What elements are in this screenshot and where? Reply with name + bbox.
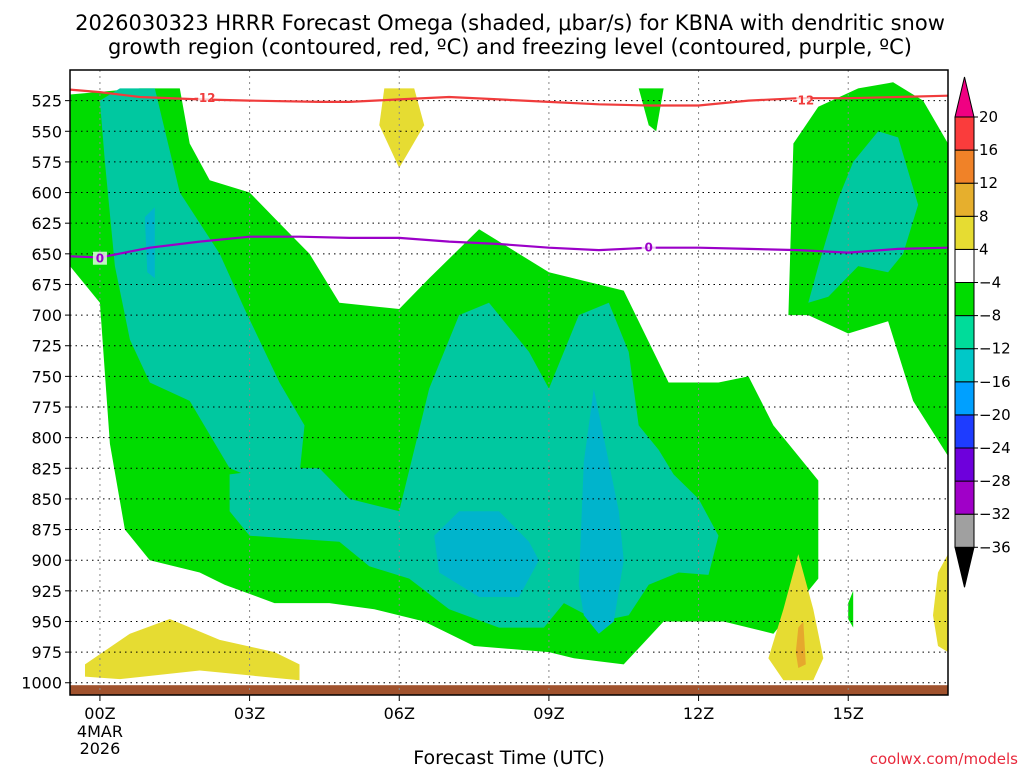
y-tick-label: 975 [31, 643, 62, 662]
y-tick-label: 700 [31, 306, 62, 325]
colorbar-segment [954, 381, 975, 416]
y-tick-label: 1000 [21, 674, 62, 693]
colorbar-label: −28 [979, 472, 1011, 490]
omega-region-8 [578, 388, 624, 634]
x-tick-label: 12Z [683, 704, 714, 723]
contour-label-bg [796, 93, 811, 107]
contour-label-bg [92, 251, 107, 265]
y-tick-label: 525 [31, 92, 62, 111]
omega-region-11 [768, 554, 824, 681]
x-tick-label: 15Z [833, 704, 864, 723]
omega-region-6 [144, 207, 155, 279]
y-tick-label: 950 [31, 612, 62, 631]
contour-label: 0 [645, 241, 653, 255]
y-tick-label: 800 [31, 429, 62, 448]
colorbar-label: −8 [979, 307, 1001, 325]
x-axis: 00Z 03Z 06Z 09Z 12Z 15Z [84, 695, 864, 723]
colorbar-segment [954, 282, 975, 317]
y-tick-label: 850 [31, 490, 62, 509]
contour-label: -12 [792, 94, 814, 108]
colorbar-label: 12 [979, 174, 998, 192]
contour-label: -12 [194, 91, 216, 105]
colorbar-label: 16 [979, 141, 998, 159]
x-tick-label: 00Z [84, 704, 115, 723]
grid [70, 70, 948, 695]
y-tick-label: 625 [31, 214, 62, 233]
contour-label-bg [641, 240, 656, 254]
date-year-label: 2026 [80, 739, 121, 758]
plot-area: -12 -12 0 0 [69, 69, 949, 696]
surface-band [70, 685, 948, 695]
omega-region-5 [808, 131, 919, 303]
colorbar-segment [954, 149, 975, 184]
colorbar-segment [954, 215, 975, 250]
colorbar-label: −36 [979, 538, 1011, 556]
colorbar-segment [954, 116, 975, 151]
plot-frame [69, 69, 949, 696]
title: 2026030323 HRRR Forecast Omega (shaded, … [75, 11, 945, 59]
y-tick-label: 750 [31, 367, 62, 386]
y-tick-label: 900 [31, 551, 62, 570]
colorbar-segment [954, 348, 975, 383]
y-axis: 525 550 575 600 625 650 675 700 725 750 775 800 825 8… [21, 92, 70, 693]
title-line-1: 2026030323 HRRR Forecast Omega (shaded, … [75, 11, 945, 35]
omega-region-10 [85, 619, 300, 681]
contours: -12 -12 0 0 [70, 88, 948, 266]
colorbar-label: −32 [979, 505, 1011, 523]
y-tick-label: 725 [31, 337, 62, 356]
y-tick-label: 775 [31, 398, 62, 417]
colorbar-segment [954, 480, 975, 515]
contour-line-1 [70, 235, 948, 259]
y-tick-label: 550 [31, 122, 62, 141]
y-tick-label: 600 [31, 184, 62, 203]
colorbar-label: 8 [979, 207, 989, 225]
y-tick-label: 925 [31, 582, 62, 601]
colorbar-top-arrow [954, 76, 975, 118]
colorbar-segment [954, 447, 975, 482]
colorbar-label: 20 [979, 108, 998, 126]
contour-label-bg [197, 91, 212, 105]
colorbar-label: −16 [979, 373, 1011, 391]
colorbar-label: 4 [979, 240, 989, 258]
y-tick-label: 825 [31, 459, 62, 478]
x-date: 4MAR 2026 [77, 722, 123, 758]
omega-region-2 [638, 88, 664, 132]
x-tick-label: 03Z [234, 704, 265, 723]
omega-region-14 [848, 590, 854, 628]
omega-region-7 [434, 511, 539, 597]
colorbar-label: −24 [979, 439, 1011, 457]
y-tick-label: 650 [31, 245, 62, 264]
y-tick-label: 575 [31, 153, 62, 172]
colorbar-segment [954, 248, 975, 283]
y-tick-label: 675 [31, 275, 62, 294]
x-tick-label: 06Z [384, 704, 415, 723]
contour-label: 0 [96, 252, 104, 266]
date-month-label: 4MAR [77, 722, 123, 741]
omega-region-13 [795, 621, 806, 668]
colorbar-label: −20 [979, 406, 1011, 424]
x-tick-label: 09Z [533, 704, 564, 723]
colorbar-segment [954, 182, 975, 217]
colorbar: 20 16 12 8 4 −4 −8 −12 −16 −20 −24 −28 −32 −36 [954, 76, 1011, 588]
x-axis-title: Forecast Time (UTC) [413, 747, 604, 768]
omega-region-9 [379, 88, 425, 168]
y-tick-label: 875 [31, 521, 62, 540]
omega-region-12 [933, 554, 948, 653]
colorbar-label: −12 [979, 340, 1011, 358]
title-line-2: growth region (contoured, red, ºC) and f… [108, 35, 912, 59]
colorbar-label: −4 [979, 274, 1001, 292]
colorbar-segment [954, 414, 975, 449]
colorbar-bottom-arrow [954, 546, 975, 588]
colorbar-segment [954, 315, 975, 350]
colorbar-segment [954, 513, 975, 548]
credit-label: coolwx.com/models [870, 750, 1018, 768]
